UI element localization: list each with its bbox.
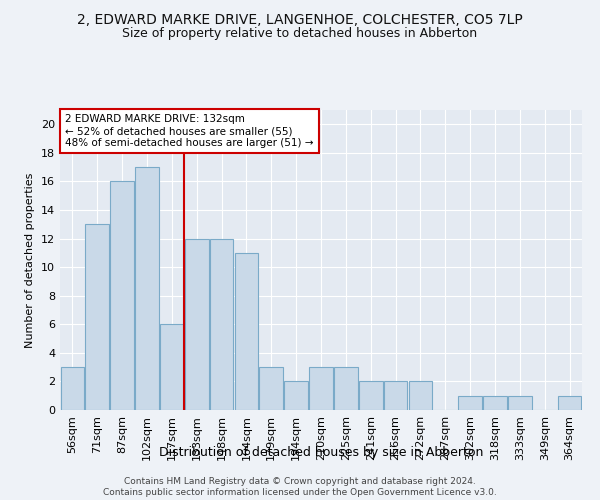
- Bar: [110, 182, 134, 410]
- Bar: [284, 382, 308, 410]
- Bar: [235, 253, 258, 410]
- Bar: [85, 224, 109, 410]
- Bar: [160, 324, 184, 410]
- Bar: [210, 238, 233, 410]
- Bar: [384, 382, 407, 410]
- Bar: [185, 238, 209, 410]
- Y-axis label: Number of detached properties: Number of detached properties: [25, 172, 35, 348]
- Text: Size of property relative to detached houses in Abberton: Size of property relative to detached ho…: [122, 28, 478, 40]
- Bar: [558, 396, 581, 410]
- Text: 2, EDWARD MARKE DRIVE, LANGENHOE, COLCHESTER, CO5 7LP: 2, EDWARD MARKE DRIVE, LANGENHOE, COLCHE…: [77, 12, 523, 26]
- Bar: [309, 367, 333, 410]
- Text: Contains public sector information licensed under the Open Government Licence v3: Contains public sector information licen…: [103, 488, 497, 497]
- Bar: [409, 382, 432, 410]
- Bar: [359, 382, 383, 410]
- Bar: [61, 367, 84, 410]
- Bar: [483, 396, 507, 410]
- Bar: [259, 367, 283, 410]
- Text: Distribution of detached houses by size in Abberton: Distribution of detached houses by size …: [159, 446, 483, 459]
- Bar: [508, 396, 532, 410]
- Text: 2 EDWARD MARKE DRIVE: 132sqm
← 52% of detached houses are smaller (55)
48% of se: 2 EDWARD MARKE DRIVE: 132sqm ← 52% of de…: [65, 114, 314, 148]
- Bar: [334, 367, 358, 410]
- Bar: [135, 167, 159, 410]
- Text: Contains HM Land Registry data © Crown copyright and database right 2024.: Contains HM Land Registry data © Crown c…: [124, 476, 476, 486]
- Bar: [458, 396, 482, 410]
